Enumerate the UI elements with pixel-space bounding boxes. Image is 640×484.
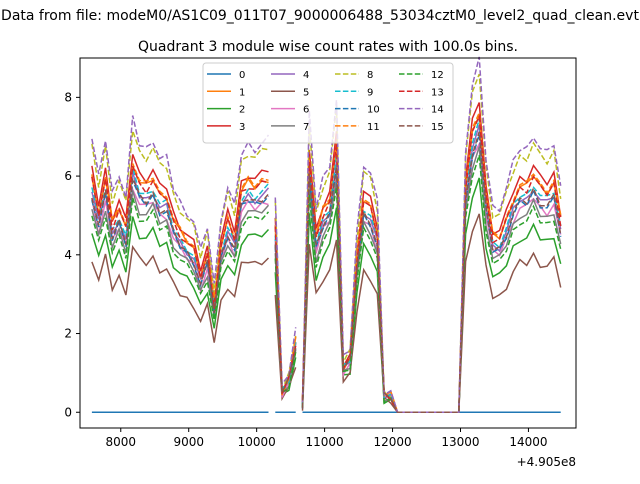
series-line-6-segment-1 <box>91 186 269 311</box>
legend-label-4: 4 <box>303 70 309 81</box>
legend-label-14: 14 <box>431 105 444 116</box>
series-line-14-segment-2 <box>274 197 297 386</box>
series-line-12-segment-1 <box>91 197 270 321</box>
x-tick-label: 12000 <box>373 435 411 449</box>
x-tick-label: 8000 <box>105 435 136 449</box>
x-offset-label: +4.905e8 <box>517 455 576 469</box>
y-tick-label: 8 <box>64 90 72 104</box>
legend-label-12: 12 <box>431 70 444 81</box>
legend-label-13: 13 <box>431 87 444 98</box>
legend-label-5: 5 <box>303 87 309 98</box>
series-line-7-segment-1 <box>91 190 270 318</box>
y-tick-label: 4 <box>64 248 72 262</box>
legend-label-11: 11 <box>367 122 380 133</box>
legend-label-3: 3 <box>239 122 245 133</box>
chart-title: Quadrant 3 module wise count rates with … <box>138 39 518 55</box>
figure-supertitle: Data from file: modeM0/AS1C09_011T07_900… <box>1 8 639 24</box>
series-line-14-segment-1 <box>91 115 270 284</box>
series-lines <box>91 56 562 414</box>
x-tick-label: 11000 <box>306 435 344 449</box>
legend-label-6: 6 <box>303 105 309 116</box>
legend-label-0: 0 <box>239 70 245 81</box>
series-line-5-segment-2 <box>274 294 297 402</box>
x-tick-label: 14000 <box>509 435 547 449</box>
series-line-8-segment-1 <box>91 130 269 294</box>
legend-label-1: 1 <box>239 87 245 98</box>
x-tick-label: 9000 <box>173 435 204 449</box>
legend-label-7: 7 <box>303 122 309 133</box>
y-tick-label: 6 <box>64 169 72 183</box>
y-tick-label: 0 <box>64 405 72 419</box>
series-line-5-segment-1 <box>91 244 270 343</box>
legend-box <box>202 62 454 144</box>
legend-label-15: 15 <box>431 122 444 133</box>
legend-label-8: 8 <box>367 70 373 81</box>
series-line-4-segment-1 <box>91 171 270 309</box>
x-tick-label: 10000 <box>238 435 276 449</box>
legend-label-9: 9 <box>367 87 373 98</box>
series-line-2-segment-1 <box>91 216 270 329</box>
series-line-3-segment-1 <box>91 154 269 304</box>
plot-area <box>79 57 577 429</box>
series-line-12-segment-3 <box>301 154 562 414</box>
legend-label-2: 2 <box>239 105 245 116</box>
y-tick-label: 2 <box>64 327 72 341</box>
series-line-15-segment-3 <box>301 131 562 414</box>
series-line-14-segment-3 <box>301 56 562 414</box>
series-line-15-segment-1 <box>91 175 270 313</box>
series-line-13-segment-3 <box>301 113 562 414</box>
x-tick-label: 13000 <box>441 435 479 449</box>
axis-ticks: 8000 9000 10000 11000 12000 13000 14000 0 2 4 6 8 <box>64 90 547 449</box>
legend-label-10: 10 <box>367 105 380 116</box>
series-line-8-segment-3 <box>301 73 562 414</box>
series-line-15-segment-2 <box>274 244 297 394</box>
